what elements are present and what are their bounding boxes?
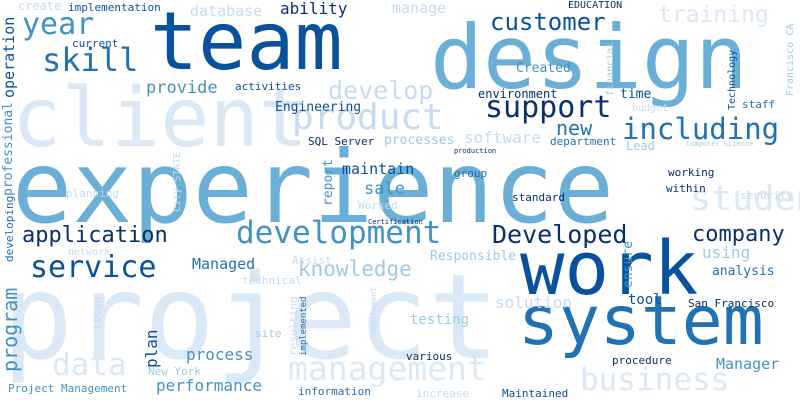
word-technology: Technology [727, 49, 738, 110]
word-support: support [485, 90, 612, 125]
word-managed: Managed [192, 255, 256, 273]
word-certification: Certification [368, 218, 423, 226]
word-design: design [430, 6, 748, 109]
word-create: create [18, 0, 62, 13]
word-city-state: City STATE [172, 151, 183, 212]
word-new-york: New York [148, 365, 201, 378]
word-time: time [620, 87, 652, 102]
word-security: security [740, 189, 793, 202]
word-work: work [520, 226, 699, 312]
word-professional: professional [1, 102, 16, 196]
word-developed: Developed [492, 220, 628, 249]
word-training: training [658, 2, 769, 28]
word-procedure: procedure [612, 354, 672, 367]
word-software: software [464, 128, 542, 147]
word-ensure: ensure [621, 241, 636, 288]
word-worked: Worked [358, 199, 398, 212]
word-information: information [298, 385, 371, 398]
word-project-management: Project Management [8, 382, 128, 395]
word-operation: operation [0, 16, 18, 98]
word-program: program [0, 287, 22, 372]
word-lead: Lead [626, 139, 655, 153]
word-assist: Assist [292, 254, 332, 267]
word-performance: performance [156, 376, 262, 395]
word-created: Created [516, 61, 571, 76]
word-year: year [22, 7, 95, 42]
word-tool: tool [628, 292, 662, 308]
word-increase: increase [416, 387, 469, 400]
word-provide: provide [146, 78, 218, 98]
word-production: production [454, 147, 497, 155]
word-san-francisco: San Francisco [688, 297, 775, 310]
word-engineering: Engineering [275, 100, 362, 115]
word-using: using [702, 243, 751, 262]
word-student: student [690, 179, 800, 219]
word-report: report [321, 159, 336, 206]
word-various: various [406, 350, 453, 363]
word-team: team [150, 0, 343, 88]
word-ability: ability [280, 0, 348, 18]
word-system: system [518, 282, 764, 361]
word-customer: customer [490, 8, 606, 36]
word-responsible: Responsible [430, 249, 517, 264]
word-data: data [52, 347, 127, 383]
word-planning: planning [66, 187, 119, 200]
word-maintained: Maintained [502, 387, 569, 400]
word-skill: skill [42, 41, 139, 79]
word-francisco-ca: Francisco CA [785, 23, 796, 96]
word-implementation: implementation [68, 1, 161, 14]
word-new: new [556, 116, 593, 140]
word-business: business [580, 362, 730, 398]
word-working: working [668, 166, 715, 179]
word-environment: environment [478, 87, 558, 101]
word-plan: plan [142, 329, 161, 368]
word-analysis: analysis [712, 264, 775, 279]
word-group: group [454, 167, 488, 180]
word-develop: develop [328, 76, 434, 105]
word-knowledge: knowledge [298, 257, 412, 281]
word-testing: testing [410, 312, 470, 328]
word-product: product [292, 97, 444, 138]
word-application: application [22, 223, 168, 248]
word-company: company [692, 222, 785, 247]
word-computer-science: Computer Science [686, 140, 754, 148]
word-manager: Manager [716, 355, 780, 373]
word-developing: developing [3, 195, 16, 262]
word-manage: manage [392, 0, 447, 17]
word-resulting: resulting [287, 296, 300, 356]
word-implemented: implemented [299, 296, 309, 356]
word-site: site [255, 327, 282, 340]
word-issue: issue [91, 296, 104, 330]
word-solution: solution [495, 293, 573, 312]
word-activities: activities [235, 80, 302, 93]
word-current: current [72, 37, 119, 50]
word-process: process [186, 345, 254, 364]
word-financial: financial [605, 41, 616, 96]
word-experience: experience [12, 129, 615, 246]
word-sql-server: SQL Server [308, 135, 375, 148]
word-management: management [288, 349, 487, 388]
word-requirement: requirement [369, 287, 378, 340]
word-processes: processes [384, 133, 455, 148]
word-staff: staff [742, 98, 776, 111]
word-budget: budget [632, 103, 669, 114]
word-client: client [12, 71, 309, 166]
word-including: including [622, 112, 780, 146]
word-technical: technical [242, 274, 302, 287]
word-department: department [550, 135, 617, 148]
word-network: network [68, 247, 111, 258]
word-maintain: maintain [342, 160, 415, 178]
word-service: service [30, 250, 157, 285]
word-education: EDUCATION [568, 0, 623, 11]
word-database: database [190, 2, 263, 20]
word-within: within [666, 182, 706, 195]
word-standard: standard [512, 191, 565, 204]
word-sale: sale [364, 179, 405, 199]
word-development: development [236, 215, 442, 251]
word-project: project [2, 248, 500, 386]
